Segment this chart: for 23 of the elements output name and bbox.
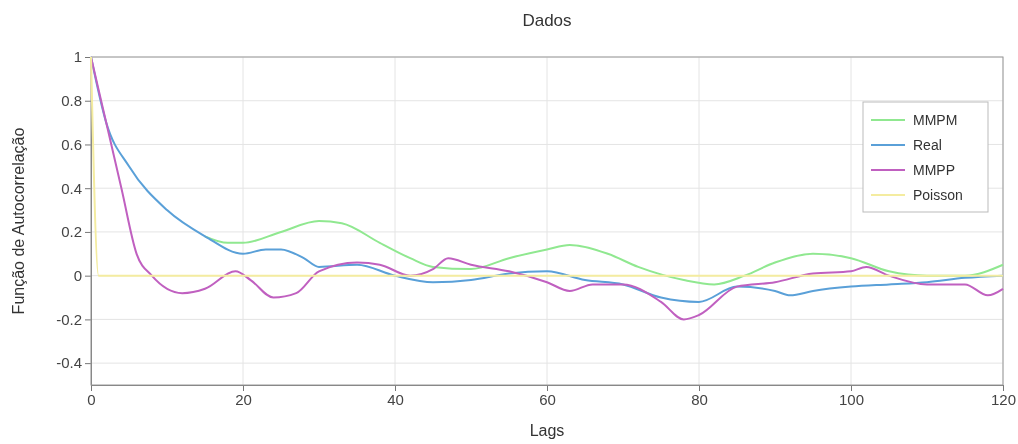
y-tick-label: 0.4 xyxy=(61,179,82,197)
line-series xyxy=(204,220,1004,286)
y-tick-label: 0.2 xyxy=(61,223,82,241)
x-tick-label: 80 xyxy=(691,390,708,408)
x-axis-title: Lags xyxy=(529,422,565,439)
y-tick-label: 1 xyxy=(73,48,82,66)
legend-label: MMPM xyxy=(913,112,958,128)
x-tick-label: 20 xyxy=(235,390,252,408)
x-tick-label: 40 xyxy=(387,390,404,408)
x-tick-label: 60 xyxy=(539,390,556,408)
legend-label: MMPP xyxy=(913,162,955,178)
y-tick-label: 0.6 xyxy=(61,135,82,153)
chart-title: Dados xyxy=(522,11,572,30)
x-tick-label: 0 xyxy=(87,390,96,408)
x-tick-label: 100 xyxy=(838,390,865,408)
legend-label: Real xyxy=(913,137,942,153)
y-tick-label: 0.8 xyxy=(61,92,82,110)
x-tick-label: 120 xyxy=(990,390,1017,408)
y-tick-label: -0.2 xyxy=(56,310,82,328)
y-tick-label: 0 xyxy=(73,266,82,284)
y-axis-title: Função de Autocorrelação xyxy=(10,127,27,315)
legend-label: Poisson xyxy=(913,187,963,203)
y-tick-label: -0.4 xyxy=(56,354,82,372)
